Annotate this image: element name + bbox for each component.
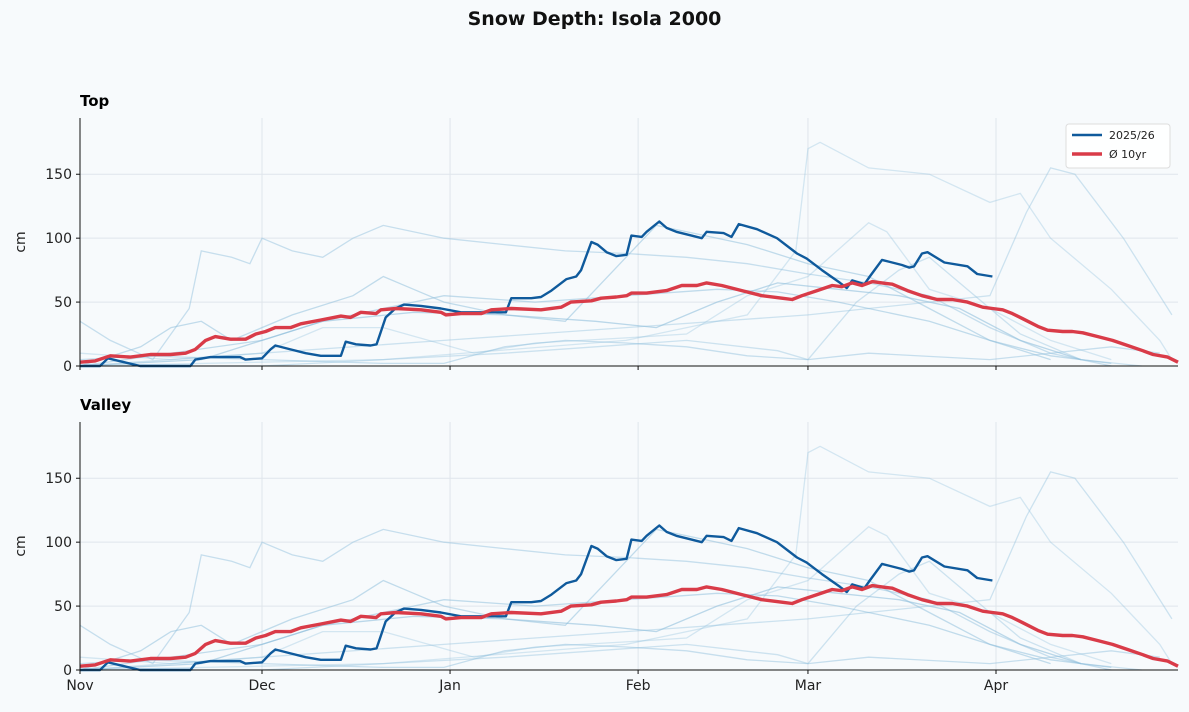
y-tick-label: 100 bbox=[45, 231, 72, 247]
y-tick-label: 50 bbox=[54, 599, 72, 615]
legend-label: Ø 10yr bbox=[1109, 148, 1147, 161]
history-season-line bbox=[79, 528, 1051, 671]
x-tick-label: Nov bbox=[66, 678, 93, 694]
history-season-line bbox=[79, 282, 1082, 367]
panel-title: Top bbox=[80, 92, 110, 110]
history-season-line bbox=[79, 471, 1173, 671]
panel-top: 0 50 100 150 Top cm 2025/26 Ø 10yr bbox=[13, 92, 1179, 375]
history-season-line bbox=[79, 643, 1160, 669]
x-tick-label: Apr bbox=[984, 678, 1008, 694]
history-season-line bbox=[79, 222, 1112, 361]
y-tick-label: 150 bbox=[45, 167, 72, 183]
history-season-line bbox=[79, 224, 1051, 367]
x-tick-label: Feb bbox=[626, 678, 651, 694]
history-season-line bbox=[79, 224, 1112, 367]
history-season-line bbox=[79, 167, 1173, 367]
x-tick-label: Mar bbox=[795, 678, 822, 694]
y-tick-label: 150 bbox=[45, 471, 72, 487]
legend: 2025/26 Ø 10yr bbox=[1065, 123, 1171, 169]
chart-title: Snow Depth: Isola 2000 bbox=[467, 8, 722, 30]
history-season-line bbox=[80, 256, 1142, 367]
y-tick-label: 0 bbox=[63, 663, 72, 679]
panel-title: Valley bbox=[80, 396, 131, 414]
history-season-line bbox=[79, 526, 1112, 665]
y-tick-label: 100 bbox=[45, 535, 72, 551]
current-season-line bbox=[80, 220, 993, 368]
average-line bbox=[79, 279, 1179, 364]
panel-valley: 0 50 100 150 Nov Dec Jan Feb Mar Apr Valley cm bbox=[13, 396, 1179, 694]
legend-label: 2025/26 bbox=[1109, 129, 1155, 142]
history-season-line bbox=[79, 445, 1173, 671]
history-season-line bbox=[79, 339, 1160, 365]
y-axis-label: cm bbox=[13, 231, 29, 252]
history-season-line bbox=[79, 586, 1082, 671]
current-season-line bbox=[80, 524, 993, 672]
y-axis-label: cm bbox=[13, 535, 29, 556]
x-tick-label: Dec bbox=[248, 678, 275, 694]
history-season-line bbox=[79, 141, 1173, 367]
history-season-line bbox=[79, 528, 1112, 671]
y-tick-label: 50 bbox=[54, 295, 72, 311]
history-season-line bbox=[80, 560, 1142, 671]
x-tick-label: Jan bbox=[438, 678, 461, 694]
average-line bbox=[79, 583, 1179, 668]
y-tick-label: 0 bbox=[63, 359, 72, 375]
